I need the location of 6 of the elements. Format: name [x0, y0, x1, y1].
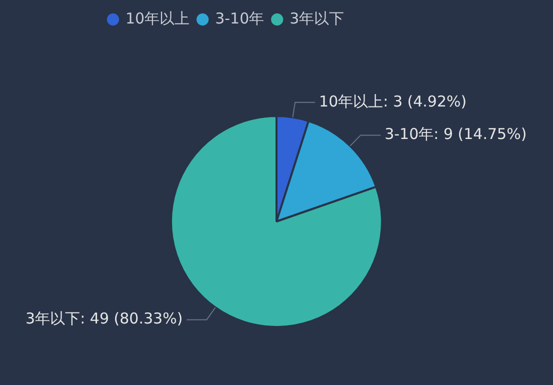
- data-label: 10年以上: 3 (4.92%): [319, 92, 467, 110]
- data-label: 3年以下: 49 (80.33%): [26, 310, 183, 328]
- legend-label: 10年以上: [126, 9, 190, 28]
- legend-label: 3年以下: [290, 9, 344, 28]
- legend-label: 3-10年: [215, 9, 264, 28]
- data-label: 3-10年: 9 (14.75%): [384, 125, 527, 144]
